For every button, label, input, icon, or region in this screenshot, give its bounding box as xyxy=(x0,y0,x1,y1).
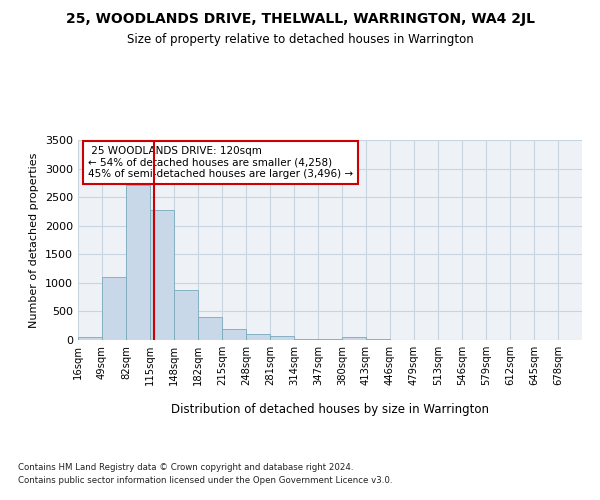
Text: Contains HM Land Registry data © Crown copyright and database right 2024.: Contains HM Land Registry data © Crown c… xyxy=(18,462,353,471)
Bar xyxy=(342,338,366,340)
Bar xyxy=(174,290,198,340)
Bar xyxy=(78,337,102,340)
Text: 25 WOODLANDS DRIVE: 120sqm
← 54% of detached houses are smaller (4,258)
45% of s: 25 WOODLANDS DRIVE: 120sqm ← 54% of deta… xyxy=(88,146,353,179)
Text: Size of property relative to detached houses in Warrington: Size of property relative to detached ho… xyxy=(127,32,473,46)
Bar xyxy=(270,336,294,340)
Bar xyxy=(246,334,270,340)
Bar xyxy=(294,338,318,340)
Bar xyxy=(318,339,342,340)
Bar xyxy=(126,184,150,340)
Y-axis label: Number of detached properties: Number of detached properties xyxy=(29,152,40,328)
Bar xyxy=(150,210,174,340)
Bar xyxy=(222,330,246,340)
Bar xyxy=(198,316,222,340)
Text: 25, WOODLANDS DRIVE, THELWALL, WARRINGTON, WA4 2JL: 25, WOODLANDS DRIVE, THELWALL, WARRINGTO… xyxy=(65,12,535,26)
Text: Distribution of detached houses by size in Warrington: Distribution of detached houses by size … xyxy=(171,402,489,415)
Text: Contains public sector information licensed under the Open Government Licence v3: Contains public sector information licen… xyxy=(18,476,392,485)
Bar xyxy=(102,277,126,340)
